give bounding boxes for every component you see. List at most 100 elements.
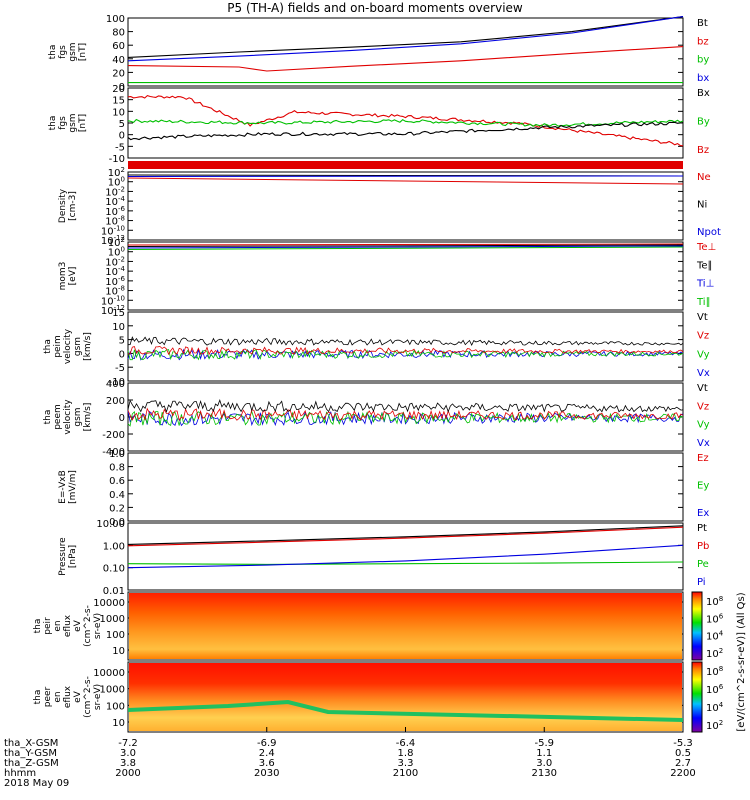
y-tick-label: 0: [119, 413, 125, 424]
y-axis-label: tha: [48, 45, 58, 60]
x-tick-label: 2130: [532, 768, 557, 779]
spectrogram: [129, 663, 682, 731]
series-line: [127, 410, 684, 427]
y-tick-label: 10-6: [105, 205, 125, 218]
y-axis-label: (cm^2-s-: [83, 605, 93, 647]
series-line: [127, 243, 684, 246]
colorbar-tick: 102: [706, 719, 723, 732]
series-line-Pi: [127, 544, 684, 569]
x-tick-label: 1.8: [398, 748, 414, 759]
colorbar-tick: 102: [706, 647, 723, 660]
legend-entry: Vx: [697, 368, 710, 379]
colorbar: [691, 591, 703, 661]
legend-entry: Ez: [697, 453, 709, 464]
panel-frame: [127, 87, 684, 159]
y-tick-label: 10: [112, 107, 125, 118]
legend-entry: By: [697, 117, 710, 128]
series-line-bx: [127, 16, 684, 62]
x-row-label: tha_Z-GSM: [4, 758, 59, 769]
y-tick-label: 10: [112, 322, 125, 333]
y-tick-label: 10: [112, 646, 125, 657]
legend-entry: Ne: [697, 172, 711, 183]
y-axis-label: [km/s]: [83, 403, 93, 432]
legend-entry: by: [697, 55, 709, 66]
x-tick-label: 2000: [115, 768, 140, 779]
y-tick-label: 102: [108, 166, 125, 179]
legend-entry: Vz: [697, 401, 709, 412]
spectrogram: [129, 593, 682, 659]
y-axis-label: tha: [33, 619, 43, 634]
colorbar-label: [eV/(cm^2-s-sr-eV)] (All Qs): [736, 592, 747, 731]
series-line: [127, 398, 684, 414]
legend-entry: bz: [697, 36, 709, 47]
legend-entry: Te⊥: [696, 242, 716, 253]
y-tick-label: 200: [106, 396, 125, 407]
x-tick-label: 1.1: [536, 748, 552, 759]
y-axis-label: gsm: [73, 407, 83, 426]
series-line: [127, 245, 684, 249]
panel-frame: [127, 311, 684, 382]
y-tick-label: 0.10: [103, 564, 125, 575]
series-line-Pt: [127, 525, 684, 545]
colorbar-tick: 108: [706, 595, 723, 608]
y-axis-label: Density: [58, 188, 68, 223]
series-line: [127, 246, 684, 250]
y-axis-label: peem: [53, 404, 63, 430]
colorbar-tick: 108: [706, 665, 723, 678]
y-axis-label: [cm-3]: [68, 191, 78, 221]
y-tick-label: 80: [112, 28, 125, 39]
panel-frame: [127, 522, 684, 591]
panel-frame: [127, 241, 684, 311]
y-tick-label: 0: [119, 82, 125, 93]
y-tick-label: 0.8: [109, 463, 125, 474]
panel-frame: [127, 591, 684, 661]
y-tick-label: 10-12: [101, 234, 125, 247]
x-tick-label: 2200: [670, 768, 695, 779]
legend-entry: Vx: [697, 438, 710, 449]
y-tick-label: 0.6: [109, 476, 125, 487]
y-tick-label: 10-8: [105, 215, 125, 228]
legend-entry: Vy: [697, 420, 710, 431]
y-axis-label: tha: [33, 690, 43, 705]
series-line-Pb: [127, 526, 684, 547]
y-tick-label: 100: [106, 701, 125, 712]
y-tick-label: 10-4: [105, 195, 125, 208]
y-tick-label: -10: [109, 377, 125, 388]
y-axis-label: velocity: [63, 328, 73, 364]
legend-entry: Pb: [697, 541, 709, 552]
x-tick-label: 3.6: [259, 758, 275, 769]
colorbar: [691, 661, 703, 733]
legend-entry: Pe: [697, 559, 709, 570]
legend-entry: Bx: [697, 88, 710, 99]
y-axis-label: tha: [48, 116, 58, 131]
y-tick-label: 0.4: [109, 490, 125, 501]
y-axis-label: (cm^2-s-: [83, 676, 93, 718]
colorbar-tick: 106: [706, 612, 724, 625]
overview-red-bar: [128, 161, 683, 169]
legend-entry: Te∥: [696, 260, 713, 271]
y-axis-label: fgs: [58, 45, 68, 59]
y-axis-label: [nT]: [78, 43, 88, 61]
date-label: 2018 May 09: [4, 778, 69, 789]
x-tick-label: -5.3: [673, 738, 693, 749]
y-tick-label: -200: [102, 430, 125, 441]
x-tick-label: -6.4: [396, 738, 416, 749]
y-tick-label: 10000: [93, 598, 125, 609]
x-tick-label: -5.9: [534, 738, 554, 749]
colorbar-tick: 106: [706, 683, 724, 696]
y-tick-label: 10000: [93, 668, 125, 679]
y-tick-label: 0.2: [109, 503, 125, 514]
y-axis-label: [eV]: [68, 267, 78, 286]
series-line-Bt: [127, 16, 684, 58]
colorbar-tick: 104: [706, 701, 724, 714]
y-tick-label: -5: [115, 142, 125, 153]
x-tick-label: 0.5: [675, 748, 691, 759]
legend-entry: Pt: [697, 523, 707, 534]
legend-entry: Vt: [697, 312, 708, 323]
y-tick-label: 1.00: [103, 541, 125, 552]
y-axis-label: sr-eV): [93, 613, 103, 639]
series-line: [127, 175, 684, 177]
x-tick-label: 3.8: [120, 758, 136, 769]
x-tick-label: 2100: [393, 768, 418, 779]
x-tick-label: 2030: [254, 768, 279, 779]
